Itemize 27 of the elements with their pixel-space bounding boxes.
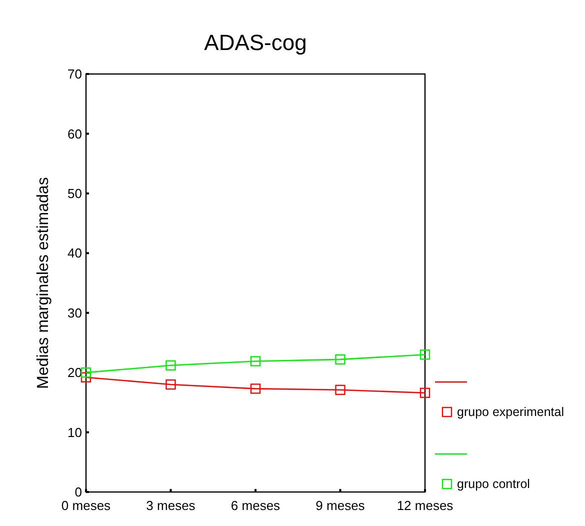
y-tick-label: 40 (68, 246, 82, 261)
y-axis-title: Medias marginales estimadas (35, 177, 52, 389)
point (250, 384, 261, 394)
x-tick-label: 3 meses (146, 498, 196, 513)
point (335, 384, 346, 395)
point (166, 379, 176, 390)
y-tick-label: 70 (68, 66, 82, 82)
point (250, 356, 261, 366)
y-tick-label: 0 (74, 484, 82, 500)
point (420, 388, 430, 398)
point (80, 372, 92, 382)
point (335, 354, 346, 365)
point (166, 360, 176, 371)
x-tick-label: 9 meses (316, 498, 366, 513)
x-tick-label: 12 meses (396, 498, 454, 513)
legend-label: grupo control (457, 477, 530, 491)
y-tick-label: 60 (68, 126, 82, 142)
point (420, 350, 430, 360)
y-tick-label: 10 (68, 424, 82, 440)
y-tick-label: 50 (68, 186, 82, 201)
y-tick-label: 20 (68, 365, 82, 380)
x-tick-label: 6 meses (230, 498, 281, 513)
point (80, 367, 92, 378)
chart-title: ADAS-cog (204, 30, 307, 55)
x-tick-label: 0 meses (61, 498, 112, 513)
y-tick-label: 30 (68, 305, 82, 320)
legend-label: grupo experimental (457, 405, 564, 419)
